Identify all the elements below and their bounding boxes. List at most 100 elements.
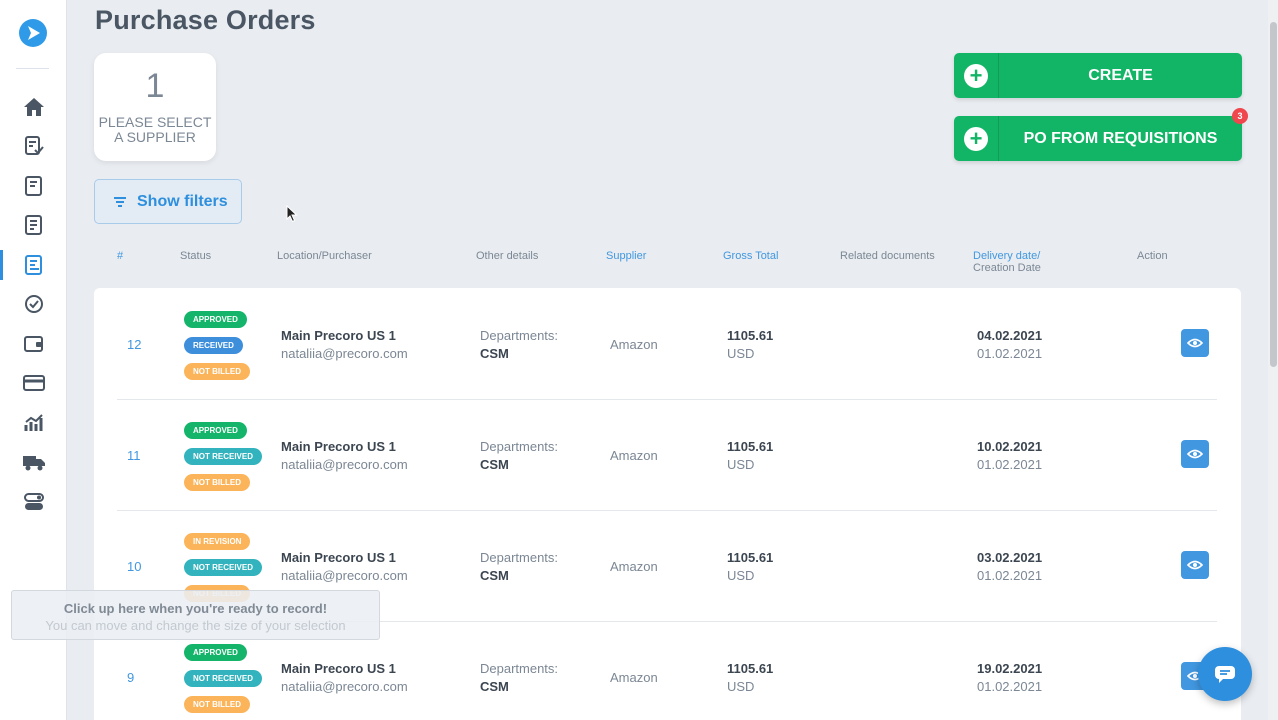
purchase-order-icon: [24, 255, 42, 275]
details-label: Departments:: [480, 550, 559, 565]
currency: USD: [727, 679, 755, 694]
sidebar-item-requisitions[interactable]: [0, 128, 67, 164]
delivery-date: 03.02.2021: [977, 550, 1043, 565]
details-label: Departments:: [480, 439, 559, 454]
col-header-delivery-date[interactable]: Delivery date/: [973, 250, 1041, 262]
delivery-date: 04.02.2021: [977, 328, 1043, 343]
status-badge: NOT BILLED: [184, 474, 250, 491]
requisition-approval-icon: [24, 136, 44, 155]
view-button[interactable]: [1181, 329, 1209, 357]
status-badge: APPROVED: [184, 311, 247, 328]
details-label: Departments:: [480, 661, 559, 676]
sidebar-item-purchase-orders[interactable]: [0, 247, 67, 283]
supplier-name: Amazon: [610, 337, 658, 352]
purchaser-email: nataliia@precoro.com: [281, 346, 408, 361]
sidebar-item-settings[interactable]: [0, 484, 67, 520]
scrollbar-thumb[interactable]: [1270, 22, 1277, 367]
notification-badge: 3: [1232, 108, 1248, 124]
chat-icon: [1215, 666, 1235, 683]
details-value: CSM: [480, 457, 509, 472]
location-name: Main Precoro US 1: [281, 661, 396, 676]
sidebar-item-documents[interactable]: [0, 168, 67, 204]
table-row[interactable]: 10 IN REVISION NOT RECEIVED NOT BILLED M…: [117, 510, 1217, 621]
mouse-cursor-icon: [286, 204, 298, 228]
po-number[interactable]: 9: [127, 670, 135, 685]
col-header-gross-total[interactable]: Gross Total: [723, 250, 779, 262]
creation-date: 01.02.2021: [977, 568, 1043, 583]
purchaser-email: nataliia@precoro.com: [281, 679, 408, 694]
po-number[interactable]: 11: [127, 448, 141, 463]
filter-icon: [114, 196, 126, 207]
sidebar-item-delivery[interactable]: [0, 444, 67, 480]
col-header-status: Status: [180, 250, 212, 262]
col-header-supplier[interactable]: Supplier: [606, 250, 647, 262]
sidebar-item-analytics[interactable]: [0, 405, 67, 441]
settings-toggles-icon: [23, 493, 44, 510]
wallet-icon: [23, 336, 43, 352]
currency: USD: [727, 568, 755, 583]
plus-circle-icon: +: [964, 63, 988, 88]
status-badge: NOT RECEIVED: [184, 559, 263, 576]
row-divider: [117, 510, 1217, 511]
show-filters-button[interactable]: Show filters: [94, 179, 242, 224]
table-row[interactable]: 11 APPROVED NOT RECEIVED NOT BILLED Main…: [117, 399, 1217, 510]
details-value: CSM: [480, 679, 509, 694]
location-name: Main Precoro US 1: [281, 328, 396, 343]
col-header-number[interactable]: #: [117, 250, 124, 262]
page-title: Purchase Orders: [95, 5, 316, 35]
col-header-related-documents: Related documents: [840, 250, 935, 262]
delivery-date: 19.02.2021: [977, 661, 1043, 676]
po-from-requisitions-button[interactable]: + PO FROM REQUISITIONS 3: [954, 108, 1248, 161]
status-badges: APPROVED NOT RECEIVED NOT BILLED: [184, 644, 263, 720]
po-from-requisitions-label: PO FROM REQUISITIONS: [1023, 129, 1218, 147]
show-filters-label: Show filters: [137, 192, 228, 210]
eye-icon: [1187, 449, 1203, 459]
recording-hint-title: Click up here when you're ready to recor…: [63, 601, 328, 616]
po-number[interactable]: 12: [127, 337, 142, 352]
view-button[interactable]: [1181, 440, 1209, 468]
recording-hint-overlay[interactable]: Click up here when you're ready to recor…: [11, 590, 380, 640]
purchaser-email: nataliia@precoro.com: [281, 457, 408, 472]
app-logo[interactable]: [19, 19, 47, 47]
status-badge: NOT RECEIVED: [184, 448, 263, 465]
analytics-icon: [24, 414, 43, 431]
supplier-count: 1: [145, 67, 165, 105]
location-name: Main Precoro US 1: [281, 550, 396, 565]
status-badge: NOT BILLED: [184, 363, 250, 380]
chat-support-button[interactable]: [1198, 647, 1252, 701]
row-divider: [117, 399, 1217, 400]
status-badge: RECEIVED: [184, 337, 243, 354]
document-icon: [24, 176, 42, 196]
creation-date: 01.02.2021: [977, 457, 1043, 472]
create-label: CREATE: [1088, 66, 1153, 84]
table-row[interactable]: 9 APPROVED NOT RECEIVED NOT BILLED Main …: [117, 621, 1217, 720]
supplier-name: Amazon: [610, 559, 658, 574]
col-header-creation-date: Creation Date: [973, 262, 1041, 274]
table-row[interactable]: 12 APPROVED RECEIVED NOT BILLED Main Pre…: [117, 288, 1217, 399]
select-supplier-card[interactable]: 1 PLEASE SELECT A SUPPLIER: [94, 53, 216, 161]
creation-date: 01.02.2021: [977, 679, 1043, 694]
credit-card-icon: [22, 375, 45, 391]
status-badges: APPROVED NOT RECEIVED NOT BILLED: [184, 422, 263, 500]
document-list-icon: [24, 215, 42, 235]
sidebar-divider: [16, 68, 49, 69]
sidebar-item-home[interactable]: [0, 89, 67, 125]
po-number[interactable]: 10: [127, 559, 142, 574]
sidebar-item-payments[interactable]: [0, 365, 67, 401]
currency: USD: [727, 346, 755, 361]
sidebar-item-document-list[interactable]: [0, 207, 67, 243]
create-button[interactable]: + CREATE: [954, 53, 1242, 98]
sidebar-item-wallet[interactable]: [0, 326, 67, 362]
creation-date: 01.02.2021: [977, 346, 1043, 361]
status-badge: APPROVED: [184, 422, 247, 439]
view-button[interactable]: [1181, 551, 1209, 579]
supplier-name: Amazon: [610, 670, 658, 685]
status-badges: APPROVED RECEIVED NOT BILLED: [184, 311, 250, 389]
check-circle-icon: [24, 295, 43, 313]
sidebar-item-approvals[interactable]: [0, 286, 67, 322]
purchase-orders-table: 12 APPROVED RECEIVED NOT BILLED Main Pre…: [94, 288, 1241, 720]
currency: USD: [727, 457, 755, 472]
col-header-location: Location/Purchaser: [277, 250, 372, 262]
status-badge: IN REVISION: [184, 533, 251, 550]
truck-icon: [22, 456, 45, 471]
